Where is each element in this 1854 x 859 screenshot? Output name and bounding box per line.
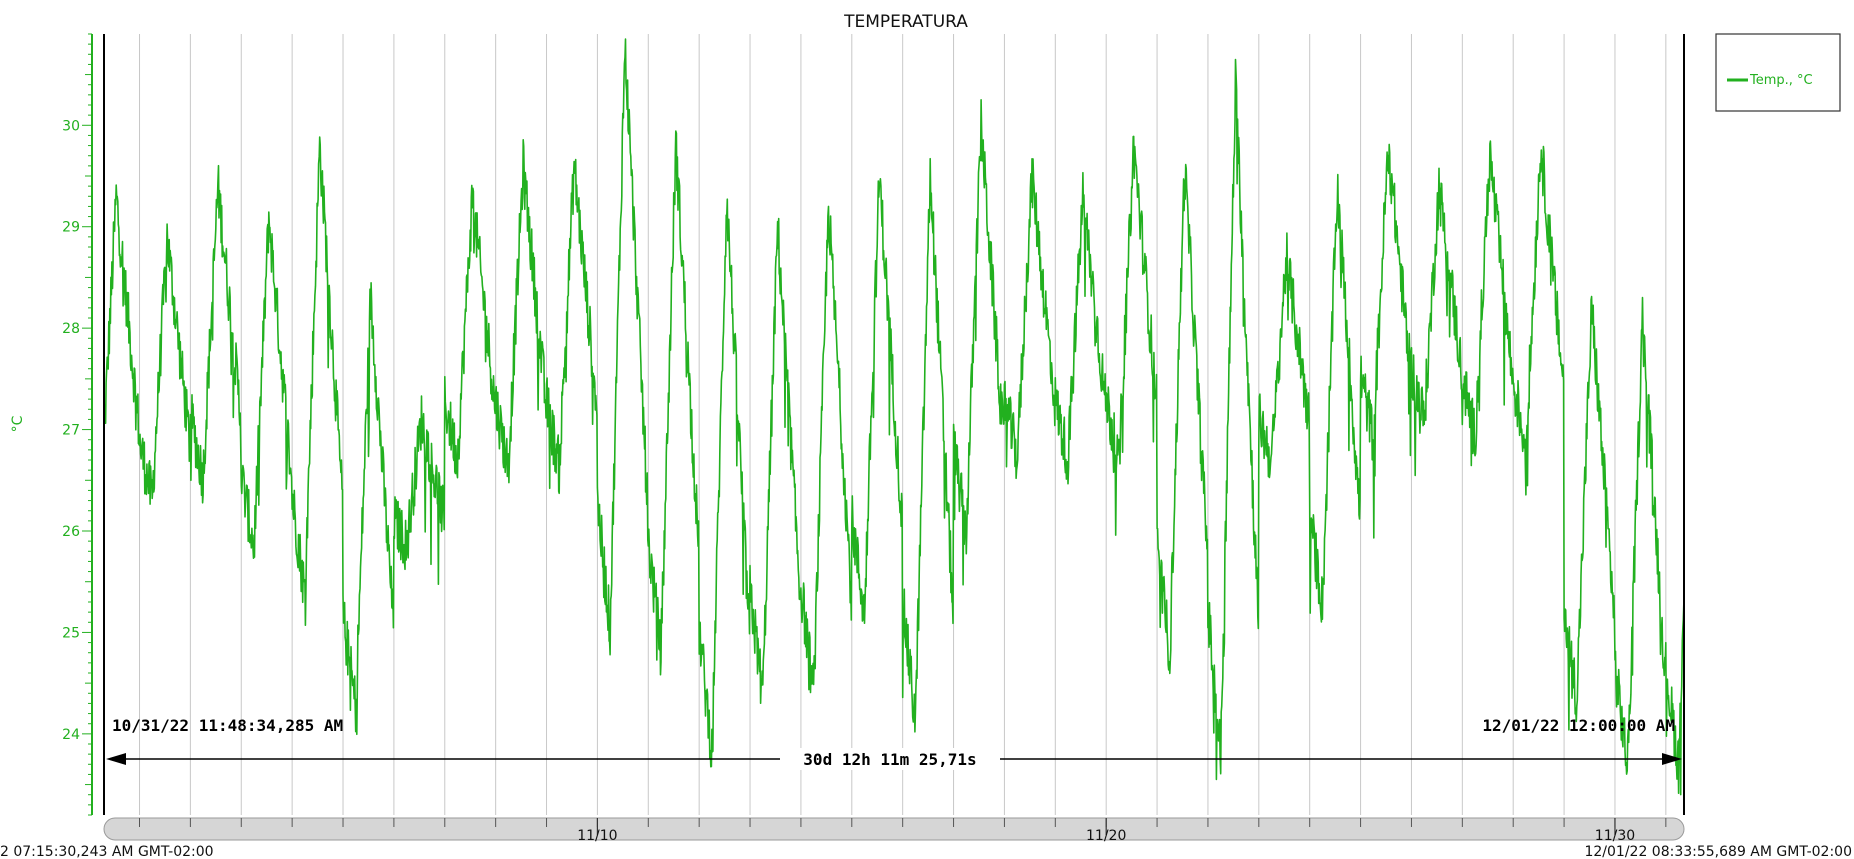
y-tick-label: 28 bbox=[62, 321, 80, 337]
y-axis: 24 25 26 27 28 29 30 bbox=[62, 33, 93, 816]
y-tick-label: 24 bbox=[62, 727, 80, 743]
chart-title: TEMPERATURA bbox=[843, 12, 968, 32]
time-scrollbar[interactable] bbox=[103, 817, 1685, 841]
legend-entry-temp: Temp., °C bbox=[1749, 73, 1813, 88]
legend-box bbox=[1715, 33, 1841, 112]
y-tick-label: 29 bbox=[62, 220, 80, 236]
duration-arrowhead-left bbox=[106, 753, 126, 765]
duration-arrowhead-right bbox=[1662, 753, 1682, 765]
x-axis-ticks: 11/10 11/20 11/30 bbox=[139, 818, 1667, 844]
duration-label-background bbox=[784, 748, 996, 770]
y-axis-label: °C bbox=[10, 415, 26, 432]
y-tick-label: 25 bbox=[62, 625, 80, 641]
temperature-line bbox=[103, 38, 1685, 796]
y-tick-label: 30 bbox=[62, 118, 80, 134]
footer-start-time: 2 07:15:30,243 AM GMT-02:00 bbox=[0, 844, 214, 859]
duration-label: 30d 12h 11m 25,71s bbox=[803, 750, 976, 769]
y-tick-label: 27 bbox=[62, 423, 80, 439]
y-tick-label: 26 bbox=[62, 524, 80, 540]
x-tick-label: 11/20 bbox=[1086, 828, 1126, 844]
end-cursor-label: 12/01/22 12:00:00 AM bbox=[1482, 716, 1675, 735]
start-cursor-label: 10/31/22 11:48:34,285 AM bbox=[112, 716, 343, 735]
x-tick-label: 11/10 bbox=[577, 828, 617, 844]
footer-end-time: 12/01/22 08:33:55,689 AM GMT-02:00 bbox=[1584, 844, 1852, 859]
x-tick-label: 11/30 bbox=[1595, 828, 1635, 844]
temperature-series bbox=[103, 38, 1685, 796]
